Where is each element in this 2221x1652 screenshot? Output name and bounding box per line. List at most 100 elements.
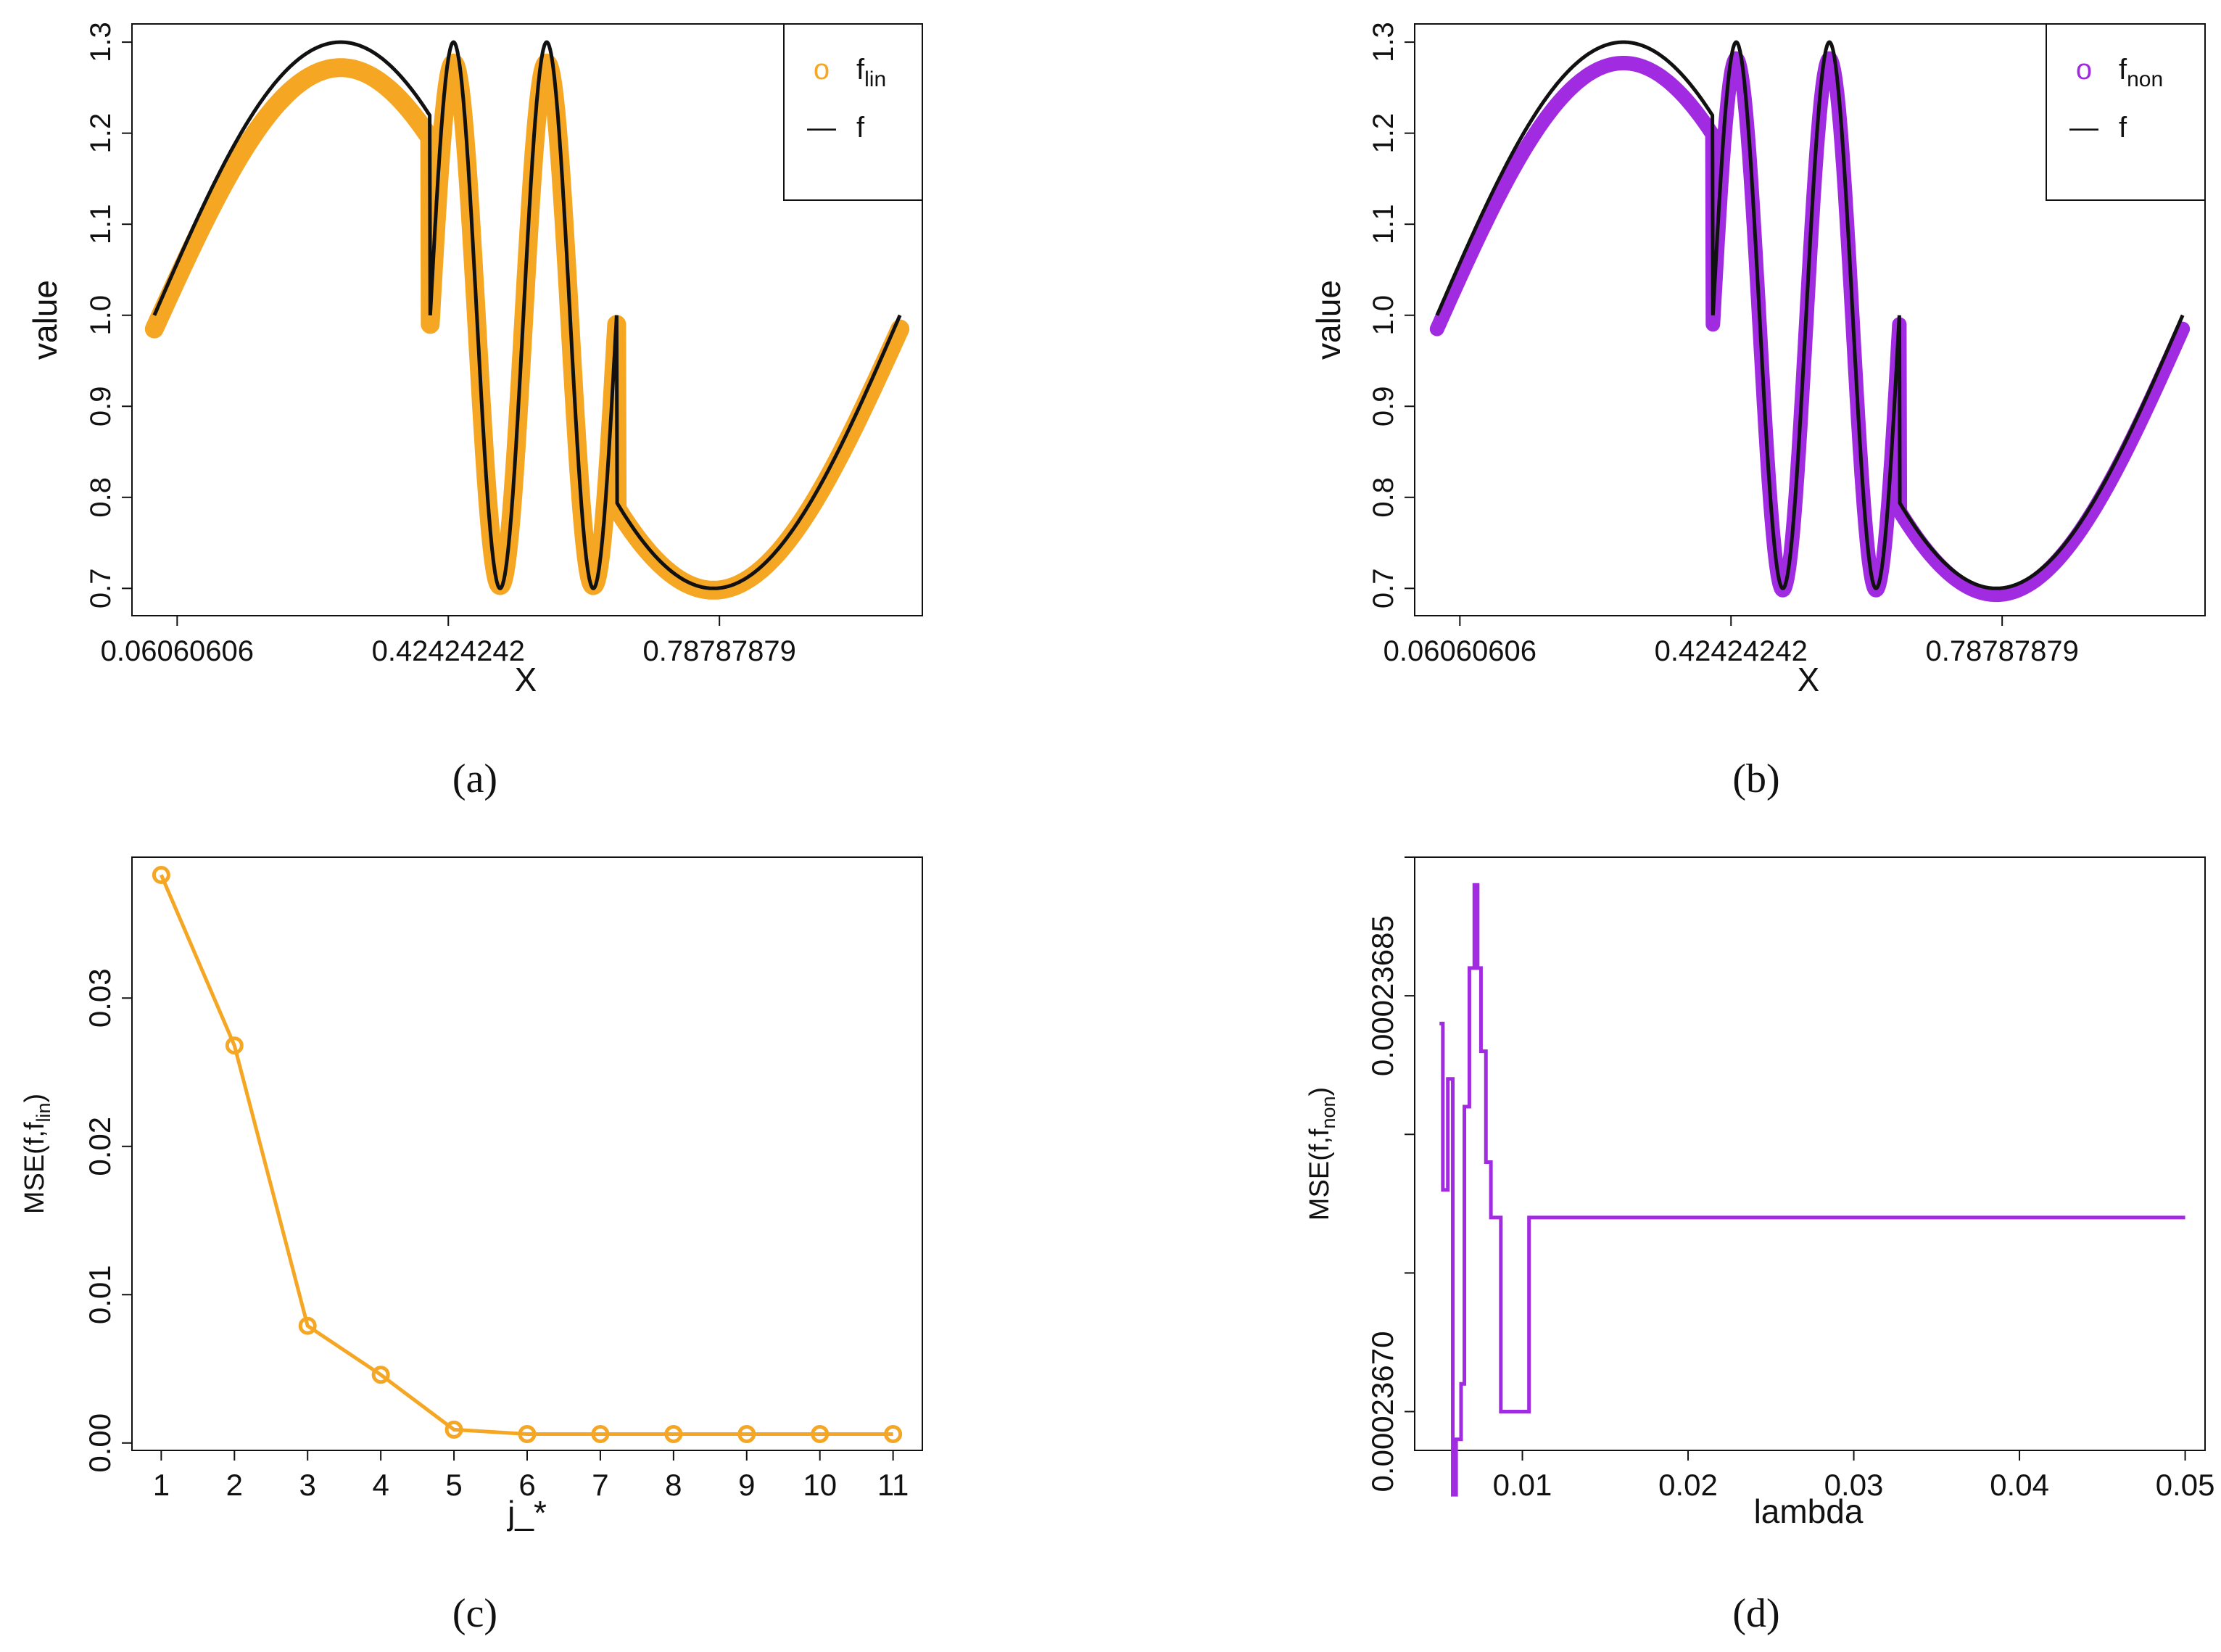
series-layer [1439, 883, 2185, 1497]
x-tick-label: 0.02 [1658, 1468, 1718, 1502]
legend: o fnon — f [2046, 23, 2206, 201]
x-tick-label: 0.06060606 [101, 635, 254, 667]
y-tick-label: 1.2 [1368, 113, 1399, 154]
mse-point [152, 866, 170, 885]
y-axis-label: MSE(f,fnon) [1304, 1087, 1339, 1221]
x-tick-label: 8 [665, 1468, 682, 1502]
y-tick-label: 0.00023670 [1365, 1331, 1399, 1492]
caption: (c) [452, 1591, 497, 1636]
mse-point [225, 1036, 244, 1055]
plot-frame [131, 23, 923, 616]
y-tick-label: 0.9 [85, 386, 117, 426]
y-axis-label: MSE(f,flin) [20, 1094, 54, 1214]
axes-layer: 0.01 0.02 0.03 0.04 0.05 0.00023670 0.00023685 [1365, 856, 2214, 1502]
legend-label-sub: non [2127, 67, 2163, 91]
y-label-end: ) [20, 1094, 50, 1103]
x-tick-label: 0.42424242 [1655, 635, 1808, 667]
legend-label: f [2119, 112, 2127, 144]
plot-frame [1414, 856, 2206, 1451]
y-label-main: MSE(f,f [20, 1122, 50, 1214]
y-tick-label: 0.8 [1368, 477, 1399, 518]
x-tick-label: 11 [877, 1468, 909, 1502]
caption: (a) [452, 756, 497, 801]
axes-layer: 1 2 3 4 5 6 7 8 9 10 11 0.00 0.01 0.02 0.03 [83, 968, 909, 1502]
x-tick-label: 0.03 [1824, 1468, 1884, 1502]
legend-label: flin [856, 54, 886, 91]
y-tick-label: 1.2 [85, 113, 117, 154]
mse-point [518, 1425, 537, 1444]
mse-point [664, 1425, 683, 1444]
x-tick-label: 9 [738, 1468, 755, 1502]
y-tick-label: 0.03 [83, 968, 117, 1028]
legend-label-base: f [2119, 54, 2127, 86]
legend-box [2046, 23, 2206, 201]
legend-symbol: o [814, 54, 830, 86]
x-tick-label: 0.04 [1990, 1468, 2049, 1502]
x-tick-label: 0.78787879 [1926, 635, 2079, 667]
mse-point [591, 1425, 610, 1444]
y-label-sub: lin [33, 1102, 54, 1122]
y-label-main: MSE(f,f [1304, 1128, 1335, 1221]
mse-point [737, 1425, 756, 1444]
x-tick-label: 4 [372, 1468, 389, 1502]
mse-point [884, 1425, 903, 1444]
mse-point [298, 1316, 317, 1335]
x-tick-label: 0.78787879 [643, 635, 796, 667]
legend-label-base: f [856, 112, 865, 144]
mse-step-line [1439, 883, 2185, 1497]
y-tick-label: 1.1 [1368, 204, 1399, 244]
panel-b: 0.06060606 0.42424242 0.78787879 0.7 0.8 0.9 1… [1310, 22, 2206, 801]
y-tick-label: 0.7 [1368, 569, 1399, 609]
x-tick-label: 3 [299, 1468, 316, 1502]
x-axis-label: j_* [506, 1494, 547, 1532]
y-axis-label: value [1310, 280, 1347, 360]
x-tick-label: 7 [592, 1468, 608, 1502]
x-tick-label: 2 [226, 1468, 243, 1502]
legend-label: fnon [2119, 54, 2163, 91]
axes-layer: 0.06060606 0.42424242 0.78787879 0.7 0.8 0.9 1… [1368, 22, 2079, 667]
caption: (d) [1732, 1591, 1779, 1636]
legend-symbol: o [2076, 54, 2092, 86]
y-tick-label: 0.8 [85, 477, 117, 518]
legend: o flin— f [783, 23, 923, 201]
series-layer [152, 866, 903, 1444]
y-tick-label: 1.0 [85, 295, 117, 336]
y-tick-label: 1.1 [85, 204, 117, 244]
legend-box [783, 23, 923, 201]
mse-point [371, 1366, 390, 1384]
mse-line [160, 874, 893, 1437]
x-tick-label: 0.42424242 [372, 635, 525, 667]
x-axis-label: X [515, 661, 537, 698]
legend-symbol: — [807, 112, 836, 144]
legend-label: f [856, 112, 865, 144]
axes-layer: 0.06060606 0.42424242 0.78787879 0.7 0.8 0.9 1… [85, 22, 796, 667]
y-tick-label: 0.9 [1368, 386, 1399, 426]
y-label-sub: non [1318, 1096, 1339, 1128]
legend-label-base: f [856, 54, 865, 86]
x-axis-label: lambda [1754, 1492, 1864, 1530]
legend-symbol: — [2069, 112, 2098, 144]
y-tick-label: 0.02 [83, 1117, 117, 1176]
y-axis-label: value [26, 280, 64, 360]
x-tick-label: 5 [445, 1468, 462, 1502]
y-tick-label: 0.01 [83, 1265, 117, 1324]
true-function-line [1435, 40, 2185, 590]
x-tick-label: 10 [803, 1468, 837, 1502]
y-tick-label: 1.0 [1368, 295, 1399, 336]
x-tick-label: 6 [518, 1468, 535, 1502]
y-label-end: ) [1304, 1087, 1335, 1096]
panel-d: 0.01 0.02 0.03 0.04 0.05 0.00023670 0.00023685… [1304, 856, 2214, 1636]
caption: (b) [1732, 756, 1779, 801]
y-tick-label: 1.3 [1368, 22, 1399, 62]
series-layer [144, 40, 910, 600]
x-tick-label: 0.01 [1493, 1468, 1552, 1502]
x-tick-label: 0.06060606 [1384, 635, 1536, 667]
x-axis-label: X [1798, 661, 1820, 698]
plot-frame [1414, 23, 2206, 616]
legend-label-sub: lin [864, 67, 886, 91]
plot-frame [131, 856, 923, 1451]
panel-a: 0.06060606 0.42424242 0.78787879 0.7 0.8 0.9 1… [26, 22, 923, 801]
y-tick-label: 0.7 [85, 569, 117, 609]
series-layer [1429, 40, 2191, 603]
